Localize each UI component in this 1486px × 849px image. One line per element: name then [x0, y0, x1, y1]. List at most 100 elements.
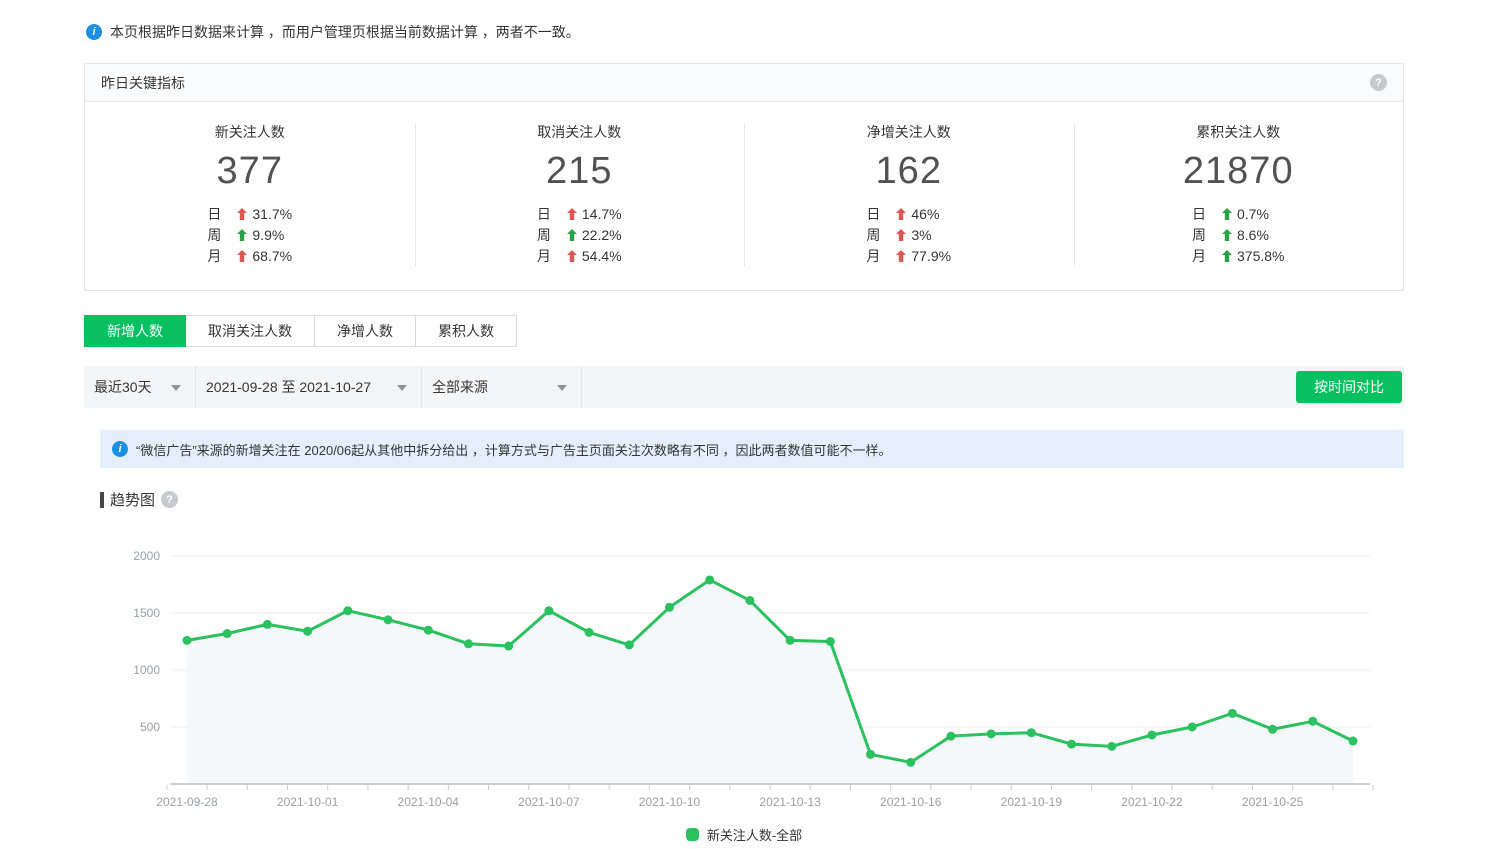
period-label: 周 — [866, 226, 881, 243]
metric-value: 215 — [546, 150, 613, 192]
metric-tabs: 新增人数 取消关注人数 净增人数 累积人数 — [84, 315, 1486, 347]
svg-text:2021-10-19: 2021-10-19 — [1001, 795, 1063, 809]
info-icon: i — [112, 441, 128, 457]
metric-trend-rows: 日 14.7% 周 22.2% 月 54.4% — [537, 203, 622, 266]
trend-section-title: 趋势图 ? — [100, 489, 1486, 510]
help-icon[interactable]: ? — [161, 491, 179, 508]
tab-unfollowers[interactable]: 取消关注人数 — [185, 315, 315, 347]
trend-pct: 77.9% — [911, 247, 952, 264]
trend-chart-wrap: 500 1000 1500 2000 2021-09-28 2021-10-01 2021-… — [84, 536, 1486, 821]
series-points[interactable] — [182, 575, 1358, 767]
metric-value: 377 — [216, 150, 283, 192]
x-ticks — [166, 785, 1374, 790]
series-line — [185, 578, 1355, 764]
trend-row-day: 日 46% — [866, 203, 951, 224]
panel-title: 昨日关键指标 — [101, 74, 185, 91]
trend-pct: 375.8% — [1237, 247, 1285, 264]
trend-pct: 14.7% — [581, 205, 622, 222]
svg-text:2021-10-07: 2021-10-07 — [518, 795, 580, 809]
metric-trend-rows: 日 0.7% 周 8.6% 月 375.8% — [1192, 203, 1284, 266]
svg-text:500: 500 — [140, 720, 160, 734]
trend-row-day: 日 31.7% — [207, 203, 292, 224]
date-range-dropdown[interactable]: 2021-09-28 至 2021-10-27 — [196, 366, 422, 408]
metric-trend-rows: 日 31.7% 周 9.9% 月 68.7% — [207, 203, 292, 266]
legend-marker-icon — [685, 828, 699, 841]
svg-text:2021-10-25: 2021-10-25 — [1242, 795, 1304, 809]
trend-pct: 8.6% — [1237, 226, 1269, 243]
period-label: 月 — [536, 247, 551, 264]
key-metrics-header: 昨日关键指标 ? — [85, 64, 1403, 102]
svg-text:2021-10-16: 2021-10-16 — [880, 795, 942, 809]
trend-pct: 46% — [911, 205, 940, 222]
period-label: 日 — [207, 205, 222, 222]
trend-arrow-icon — [896, 249, 907, 262]
chevron-down-icon — [557, 384, 567, 396]
trend-pct: 68.7% — [252, 247, 293, 264]
metric-value: 162 — [875, 150, 942, 192]
metric-card-new-followers: 新关注人数 377 日 31.7% 周 9.9% 月 68.7% — [85, 118, 415, 266]
trend-row-day: 日 0.7% — [1192, 203, 1284, 224]
trend-arrow-icon — [896, 228, 907, 241]
metric-label: 净增关注人数 — [866, 124, 951, 140]
wechat-ad-banner: i “微信广告”来源的新增关注在 2020/06起从其他中拆分给出 ，计算方式与… — [100, 430, 1404, 468]
period-label: 日 — [536, 205, 551, 222]
series-area — [187, 579, 1353, 784]
trend-pct: 9.9% — [252, 226, 285, 243]
chart-legend[interactable]: 新关注人数-全部 — [84, 825, 1404, 844]
period-label: 月 — [207, 247, 222, 264]
time-range-value: 最近30天 — [94, 379, 152, 395]
metric-value: 21870 — [1182, 150, 1294, 192]
filter-bar: 最近30天 2021-09-28 至 2021-10-27 全部来源 按时间对比 — [84, 366, 1404, 408]
trend-arrow-icon — [1222, 207, 1232, 220]
metric-label: 累积关注人数 — [1196, 124, 1281, 140]
metric-label: 新关注人数 — [214, 124, 285, 140]
trend-arrow-icon — [566, 228, 577, 241]
trend-pct: 54.4% — [581, 247, 622, 264]
chevron-down-icon — [171, 384, 181, 396]
period-label: 月 — [866, 247, 881, 264]
source-dropdown[interactable]: 全部来源 — [422, 366, 582, 408]
svg-text:1500: 1500 — [133, 606, 160, 620]
help-icon[interactable]: ? — [1370, 74, 1387, 91]
trend-row-week: 周 8.6% — [1192, 224, 1284, 245]
trend-title-text: 趋势图 — [110, 492, 156, 509]
key-metrics-body: 新关注人数 377 日 31.7% 周 9.9% 月 68.7% — [85, 102, 1403, 290]
svg-text:2021-10-10: 2021-10-10 — [639, 795, 701, 809]
tab-label: 净增人数 — [337, 323, 393, 339]
svg-text:2021-10-01: 2021-10-01 — [277, 795, 339, 809]
page: { "notice": { "text": "本页根据昨日数据来计算 ，而用户管… — [0, 22, 1486, 849]
banner-text: “微信广告”来源的新增关注在 2020/06起从其他中拆分给出 ，计算方式与广告… — [136, 442, 892, 458]
period-label: 周 — [536, 226, 551, 243]
tab-new-followers[interactable]: 新增人数 — [84, 315, 186, 347]
trend-arrow-icon — [566, 249, 577, 262]
period-label: 日 — [1192, 205, 1206, 222]
title-accent-bar — [100, 491, 104, 508]
time-range-dropdown[interactable]: 最近30天 — [84, 366, 196, 408]
info-icon: i — [86, 24, 102, 40]
trend-pct: 31.7% — [252, 205, 293, 222]
trend-row-month: 月 68.7% — [207, 245, 292, 266]
trend-arrow-icon — [1222, 249, 1232, 262]
svg-text:2021-10-04: 2021-10-04 — [398, 795, 460, 809]
tab-net-followers[interactable]: 净增人数 — [314, 315, 416, 347]
trend-arrow-icon — [237, 249, 248, 262]
tab-label: 累积人数 — [438, 323, 494, 339]
x-labels: 2021-09-28 2021-10-01 2021-10-04 2021-10-07… — [156, 795, 1303, 809]
svg-text:2021-10-22: 2021-10-22 — [1121, 795, 1183, 809]
trend-arrow-icon — [566, 207, 577, 220]
metric-card-total-followers: 累积关注人数 21870 日 0.7% 周 8.6% 月 375.8% — [1073, 118, 1404, 266]
tab-label: 新增人数 — [107, 323, 163, 339]
period-label: 日 — [866, 205, 881, 222]
trend-arrow-icon — [1222, 228, 1232, 241]
chevron-down-icon — [397, 384, 407, 396]
trend-row-day: 日 14.7% — [537, 203, 622, 224]
trend-arrow-icon — [237, 207, 248, 220]
svg-text:2021-09-28: 2021-09-28 — [156, 795, 218, 809]
trend-pct: 3% — [911, 226, 932, 243]
metric-label: 取消关注人数 — [537, 124, 622, 140]
tab-label: 取消关注人数 — [208, 323, 292, 339]
tab-total-followers[interactable]: 累积人数 — [415, 315, 517, 347]
compare-by-time-button[interactable]: 按时间对比 — [1296, 371, 1402, 403]
period-label: 月 — [1192, 247, 1206, 264]
